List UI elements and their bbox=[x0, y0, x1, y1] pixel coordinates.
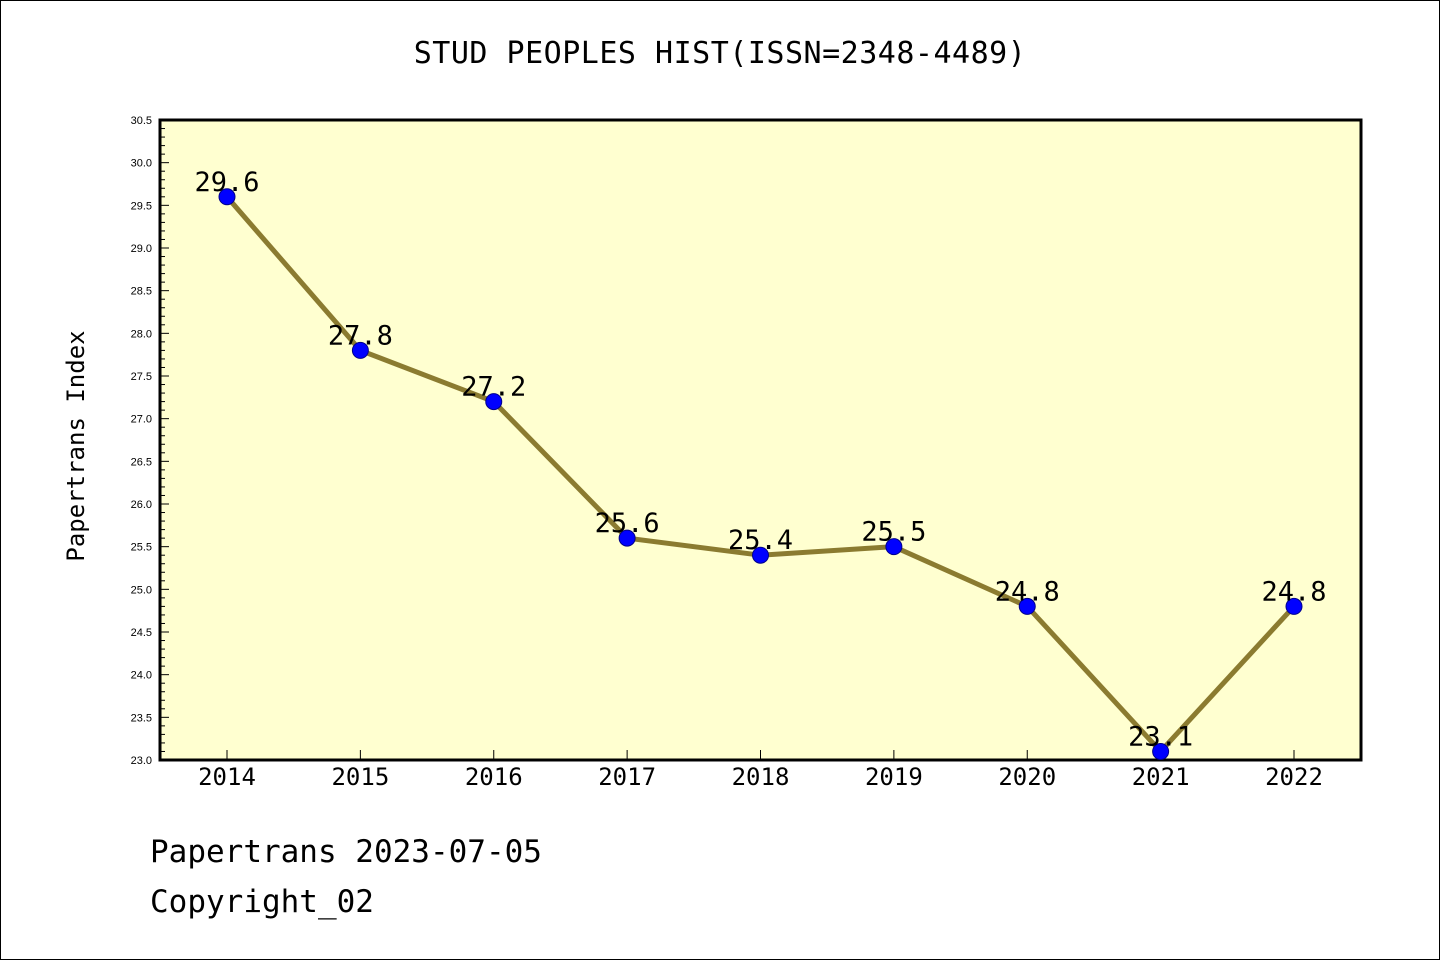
data-labels: 29.6 27.8 27.2 25.6 25.4 25.5 24.8 23.1 24.8 bbox=[194, 167, 1326, 753]
y-tick-label: 25.5 bbox=[131, 542, 152, 554]
y-tick-label: 25.0 bbox=[131, 584, 152, 596]
x-tick-label: 2016 bbox=[465, 763, 523, 791]
y-axis: 23.0 23.5 24.0 24.5 25.0 25.5 26.0 26.5 27.0 27.5… bbox=[131, 115, 169, 767]
y-tick-label: 29.5 bbox=[131, 200, 152, 212]
data-label: 24.8 bbox=[995, 576, 1060, 607]
x-tick-label: 2021 bbox=[1132, 763, 1190, 791]
y-tick-label: 23.0 bbox=[131, 755, 152, 767]
y-tick-label: 26.0 bbox=[131, 499, 152, 511]
x-tick-label: 2020 bbox=[998, 763, 1056, 791]
data-label: 27.2 bbox=[461, 372, 526, 403]
data-point bbox=[752, 546, 769, 564]
y-tick-label: 29.0 bbox=[131, 243, 152, 255]
y-tick-label: 24.0 bbox=[131, 670, 152, 682]
data-label: 25.5 bbox=[861, 517, 926, 548]
data-point bbox=[1018, 597, 1036, 615]
data-label: 27.8 bbox=[328, 320, 393, 351]
data-label: 24.8 bbox=[1261, 576, 1326, 607]
data-label: 23.1 bbox=[1128, 721, 1193, 752]
y-tick-label: 30.0 bbox=[131, 158, 152, 170]
data-point bbox=[1152, 742, 1170, 760]
data-point bbox=[351, 341, 369, 359]
data-points bbox=[218, 188, 1303, 760]
x-tick-label: 2019 bbox=[865, 763, 923, 791]
data-point bbox=[218, 188, 236, 206]
y-tick-label: 23.5 bbox=[131, 712, 152, 724]
data-label: 25.4 bbox=[728, 525, 793, 556]
footer-source-date: Papertrans 2023-07-05 bbox=[150, 834, 542, 870]
y-tick-label: 27.0 bbox=[131, 414, 152, 426]
x-axis: 2014 2015 2016 2017 2018 2019 2020 2021 2022 bbox=[198, 750, 1323, 791]
x-tick-label: 2018 bbox=[732, 763, 790, 791]
data-label: 29.6 bbox=[194, 167, 259, 198]
x-tick-label: 2017 bbox=[598, 763, 656, 791]
data-point bbox=[618, 529, 636, 547]
y-tick-label: 28.0 bbox=[131, 328, 152, 340]
chart-title: STUD PEOPLES HIST(ISSN=2348-4489) bbox=[413, 36, 1027, 71]
y-tick-label: 26.5 bbox=[131, 456, 152, 468]
plot-area bbox=[158, 118, 1363, 762]
data-point bbox=[485, 393, 503, 411]
footer-copyright: Copyright_02 bbox=[150, 884, 374, 920]
y-tick-label: 30.5 bbox=[131, 115, 152, 127]
data-point bbox=[1285, 597, 1303, 615]
data-label: 25.6 bbox=[595, 508, 660, 539]
x-tick-label: 2015 bbox=[331, 763, 389, 791]
y-tick-label: 24.5 bbox=[131, 627, 152, 639]
data-point bbox=[885, 538, 903, 556]
x-tick-label: 2014 bbox=[198, 763, 256, 791]
x-tick-label: 2022 bbox=[1265, 763, 1323, 791]
y-tick-label: 27.5 bbox=[131, 371, 152, 383]
y-tick-label: 28.5 bbox=[131, 286, 152, 298]
